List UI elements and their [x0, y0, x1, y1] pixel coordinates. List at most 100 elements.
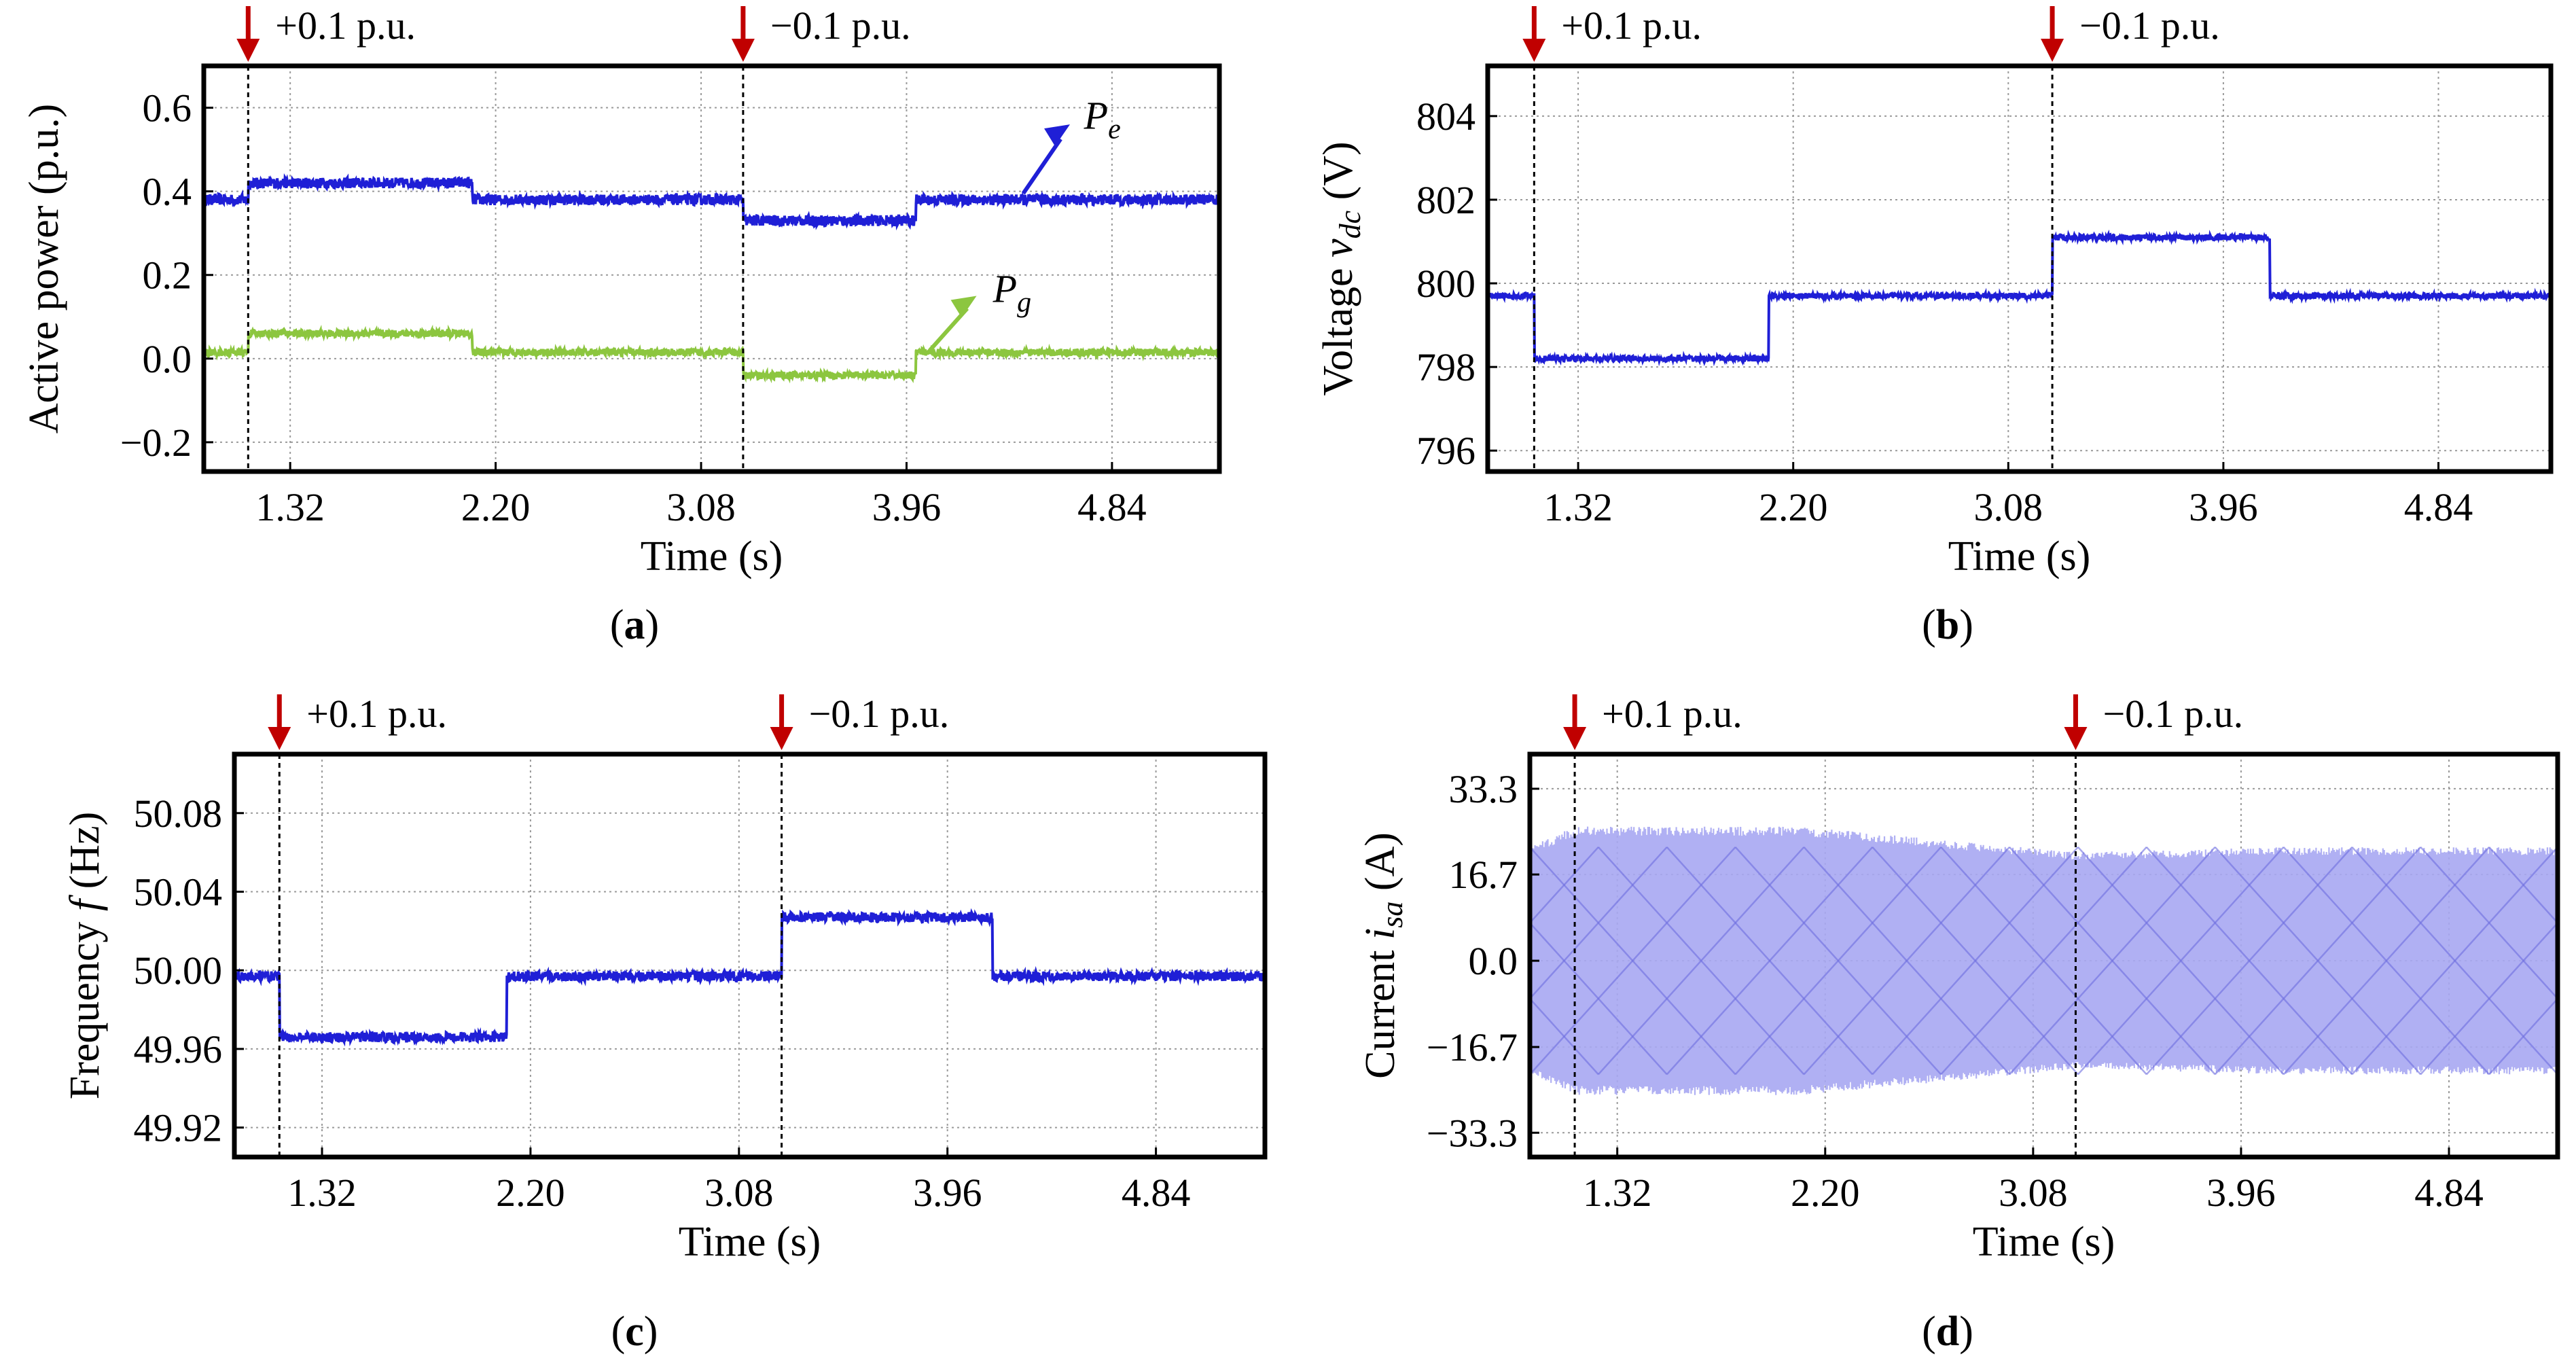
y-tick-label: 0.2: [143, 253, 192, 298]
annotation-plus: +0.1 p.u.: [1602, 692, 1742, 736]
x-tick-label: 3.08: [1999, 1171, 2068, 1215]
x-tick-label: 4.84: [2404, 485, 2473, 529]
x-tick-label: 3.96: [913, 1171, 982, 1215]
pe-pointer-head: [1044, 124, 1071, 147]
x-tick-label: 2.20: [1791, 1171, 1860, 1215]
y-tick-label: 0.6: [143, 86, 192, 130]
event-arrowhead: [2041, 39, 2064, 62]
x-axis-label: Time (s): [1948, 533, 2091, 580]
y-tick-label: 796: [1416, 429, 1475, 473]
plot-frame: [232, 751, 1268, 1160]
x-tick-label: 1.32: [1543, 485, 1613, 529]
caption-a: (a): [610, 602, 659, 648]
beat-line: [2557, 1073, 2558, 1075]
y-tick-label: 0.4: [143, 170, 192, 214]
y-tick-label: −0.2: [120, 421, 192, 465]
beat-line: [776, 847, 982, 1075]
beat-line: [776, 847, 982, 1075]
x-tick-label: 4.84: [2414, 1171, 2484, 1215]
y-tick-label: −16.7: [1427, 1025, 1518, 1069]
x-tick-label: 3.08: [1974, 485, 2043, 529]
x-axis-label: Time (s): [641, 533, 783, 580]
caption-b: (b): [1922, 602, 1973, 648]
beat-line: [2488, 997, 2558, 1075]
y-tick-label: −33.3: [1427, 1111, 1518, 1155]
x-tick-label: 3.96: [872, 485, 942, 529]
plot-frame: [1485, 63, 2554, 474]
plot-frame: [201, 63, 1222, 474]
beat-line: [1050, 847, 1256, 1075]
y-axis-label: Current isa (A): [1357, 832, 1409, 1079]
beat-line: [913, 847, 1119, 1075]
x-tick-label: 3.08: [666, 485, 736, 529]
y-tick-label: 49.92: [134, 1106, 223, 1150]
x-axis-label: Time (s): [679, 1219, 821, 1265]
annotation-minus: −0.1 p.u.: [2103, 692, 2243, 736]
pg-pointer-head: [950, 296, 977, 318]
x-tick-label: 1.32: [1583, 1171, 1652, 1215]
annotation-minus: −0.1 p.u.: [770, 3, 911, 48]
event-arrowhead: [770, 727, 793, 750]
y-tick-label: 800: [1416, 262, 1475, 306]
y-tick-label: 804: [1416, 94, 1475, 139]
beat-line: [2488, 847, 2558, 925]
y-axis-label: Frequency f (Hz): [62, 812, 108, 1100]
x-tick-label: 3.96: [2206, 1171, 2276, 1215]
annotation-plus: +0.1 p.u.: [275, 3, 416, 48]
plot-area: [204, 173, 1219, 384]
series-line-vdc: [1488, 229, 2551, 367]
series-line-Pg: [204, 324, 1219, 384]
annotation-minus: −0.1 p.u.: [809, 692, 950, 736]
panel-a: +0.1 p.u. −0.1 p.u. 1.32 2.20 3.08 3.96 4.84 0.…: [21, 3, 1222, 580]
y-tick-label: 33.3: [1449, 767, 1518, 811]
x-axis-label: Time (s): [1973, 1219, 2115, 1265]
beat-line: [913, 847, 1119, 1075]
event-arrowhead: [731, 39, 755, 62]
x-tick-label: 3.08: [704, 1171, 774, 1215]
beat-line: [1119, 847, 1325, 1075]
y-tick-label: 16.7: [1449, 853, 1518, 897]
y-tick-label: 49.96: [134, 1027, 223, 1071]
series-area-isa: [1530, 826, 2558, 1095]
series-line-Pe: [204, 173, 1219, 231]
x-tick-label: 2.20: [1759, 485, 1828, 529]
x-tick-label: 1.32: [255, 485, 325, 529]
y-axis-label: Voltage vdc (V): [1315, 141, 1367, 395]
x-tick-label: 2.20: [461, 485, 531, 529]
x-tick-label: 4.84: [1077, 485, 1147, 529]
y-tick-label: 0.0: [1469, 939, 1518, 983]
y-tick-label: 802: [1416, 178, 1475, 222]
x-tick-label: 4.84: [1122, 1171, 1191, 1215]
beat-line: [2557, 847, 2558, 849]
panel-c: +0.1 p.u. −0.1 p.u. 1.32 2.20 3.08 3.96 4.84 50…: [62, 692, 1268, 1265]
annotation-plus: +0.1 p.u.: [306, 692, 447, 736]
plot-area: [776, 826, 2558, 1095]
event-arrowhead: [1522, 39, 1546, 62]
event-arrowhead: [236, 39, 260, 62]
x-tick-label: 2.20: [496, 1171, 565, 1215]
annotation-minus: −0.1 p.u.: [2079, 3, 2220, 48]
panel-d: +0.1 p.u. −0.1 p.u. 1.32 2.20 3.08 3.96 4.84 33…: [776, 692, 2560, 1265]
annotation-plus: +0.1 p.u.: [1561, 3, 1702, 48]
y-tick-label: 50.08: [134, 792, 223, 836]
x-tick-label: 3.96: [2189, 485, 2258, 529]
panel-b: +0.1 p.u. −0.1 p.u. 1.32 2.20 3.08 3.96 4.84 80…: [1315, 3, 2554, 580]
plot-area: [234, 908, 1265, 1047]
beat-line: [1119, 847, 1325, 1075]
event-arrowhead: [2064, 727, 2088, 750]
y-tick-label: 50.00: [134, 948, 223, 993]
pe-pointer: [1021, 138, 1062, 195]
event-arrowhead: [1563, 727, 1587, 750]
legend-pe: Pe: [1084, 93, 1121, 145]
x-tick-label: 1.32: [287, 1171, 357, 1215]
legend-pg: Pg: [992, 267, 1031, 319]
caption-c: (c): [611, 1309, 658, 1355]
plot-frame: [1527, 751, 2560, 1160]
beat-line: [2420, 921, 2558, 1075]
y-tick-label: 798: [1416, 345, 1475, 389]
plot-area: [1488, 229, 2551, 367]
y-axis-label: Active power (p.u.): [21, 104, 67, 434]
event-arrowhead: [268, 727, 291, 750]
caption-d: (d): [1922, 1309, 1973, 1355]
